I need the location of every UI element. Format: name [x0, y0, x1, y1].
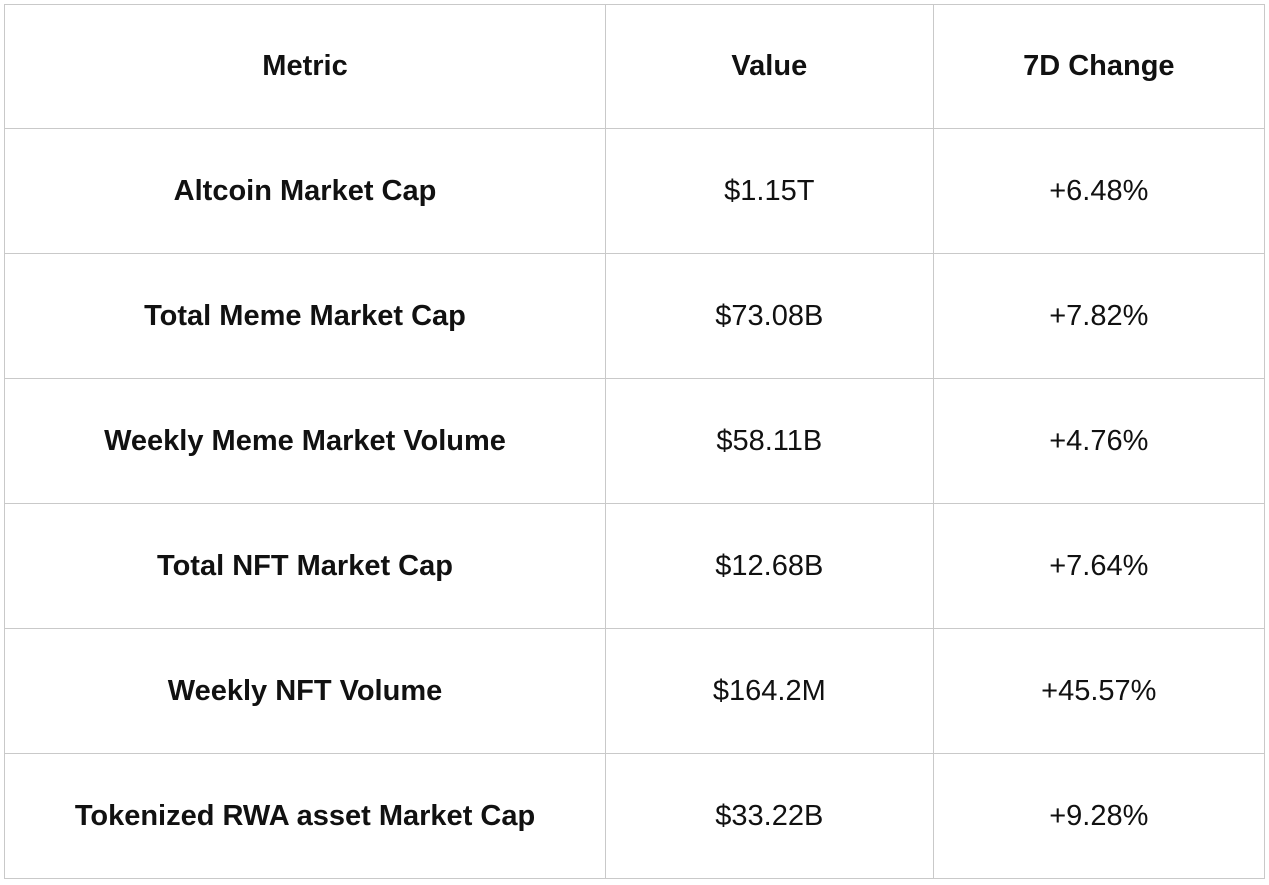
table-body: Altcoin Market Cap $1.15T +6.48% Total M…: [3, 128, 1266, 879]
metric-cell: Altcoin Market Cap: [3, 128, 607, 254]
metric-cell: Total NFT Market Cap: [3, 503, 607, 629]
value-cell: $58.11B: [605, 378, 934, 504]
header-row: Metric Value 7D Change: [3, 4, 1266, 129]
table-header: Metric Value 7D Change: [3, 4, 1266, 129]
table-row: Tokenized RWA asset Market Cap $33.22B +…: [3, 753, 1266, 879]
metric-cell: Tokenized RWA asset Market Cap: [3, 753, 607, 879]
table-row: Altcoin Market Cap $1.15T +6.48%: [3, 128, 1266, 254]
value-cell: $1.15T: [605, 128, 934, 254]
metric-cell: Weekly NFT Volume: [3, 628, 607, 754]
table-row: Total Meme Market Cap $73.08B +7.82%: [3, 253, 1266, 379]
metric-cell: Weekly Meme Market Volume: [3, 378, 607, 504]
table-row: Weekly Meme Market Volume $58.11B +4.76%: [3, 378, 1266, 504]
value-cell: $164.2M: [605, 628, 934, 754]
change-cell: +6.48%: [932, 128, 1266, 254]
table-row: Weekly NFT Volume $164.2M +45.57%: [3, 628, 1266, 754]
change-cell: +9.28%: [932, 753, 1266, 879]
value-cell: $33.22B: [605, 753, 934, 879]
value-cell: $73.08B: [605, 253, 934, 379]
metrics-table: Metric Value 7D Change Altcoin Market Ca…: [3, 4, 1266, 879]
change-cell: +7.82%: [932, 253, 1266, 379]
change-cell: +45.57%: [932, 628, 1266, 754]
column-header-metric: Metric: [3, 4, 607, 129]
change-cell: +7.64%: [932, 503, 1266, 629]
column-header-value: Value: [605, 4, 934, 129]
value-cell: $12.68B: [605, 503, 934, 629]
table-row: Total NFT Market Cap $12.68B +7.64%: [3, 503, 1266, 629]
column-header-7d-change: 7D Change: [932, 4, 1266, 129]
metric-cell: Total Meme Market Cap: [3, 253, 607, 379]
change-cell: +4.76%: [932, 378, 1266, 504]
